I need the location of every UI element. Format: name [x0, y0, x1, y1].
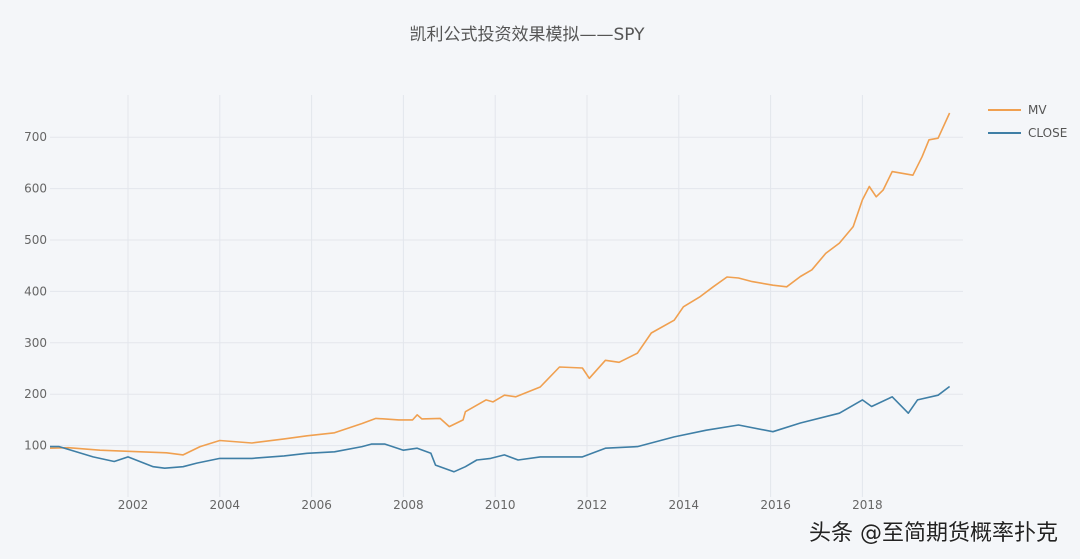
x-tick-label: 2008	[393, 498, 424, 512]
x-tick-label: 2014	[669, 498, 700, 512]
series-line-mv	[49, 112, 951, 456]
legend-label-close: CLOSE	[1028, 126, 1067, 140]
x-tick-label: 2012	[577, 498, 608, 512]
y-tick-label: 600	[24, 182, 47, 196]
legend-label-mv: MV	[1028, 103, 1047, 117]
y-tick-label: 400	[24, 284, 47, 298]
series-line-close	[50, 385, 951, 473]
x-tick-label: 2010	[485, 498, 516, 512]
x-tick-label: 2016	[760, 498, 791, 512]
x-tick-label: 2018	[852, 498, 883, 512]
y-tick-label: 700	[24, 130, 47, 144]
x-tick-label: 2004	[210, 498, 241, 512]
y-tick-label: 100	[24, 439, 47, 453]
watermark: 头条 @至简期货概率扑克	[809, 521, 1058, 546]
chart-title: 凯利公式投资效果模拟——SPY	[409, 25, 645, 45]
x-tick-label: 2002	[118, 498, 149, 512]
y-tick-label: 500	[24, 233, 47, 247]
y-tick-label: 200	[24, 387, 47, 401]
y-tick-label: 300	[24, 336, 47, 350]
x-tick-label: 2006	[301, 498, 332, 512]
